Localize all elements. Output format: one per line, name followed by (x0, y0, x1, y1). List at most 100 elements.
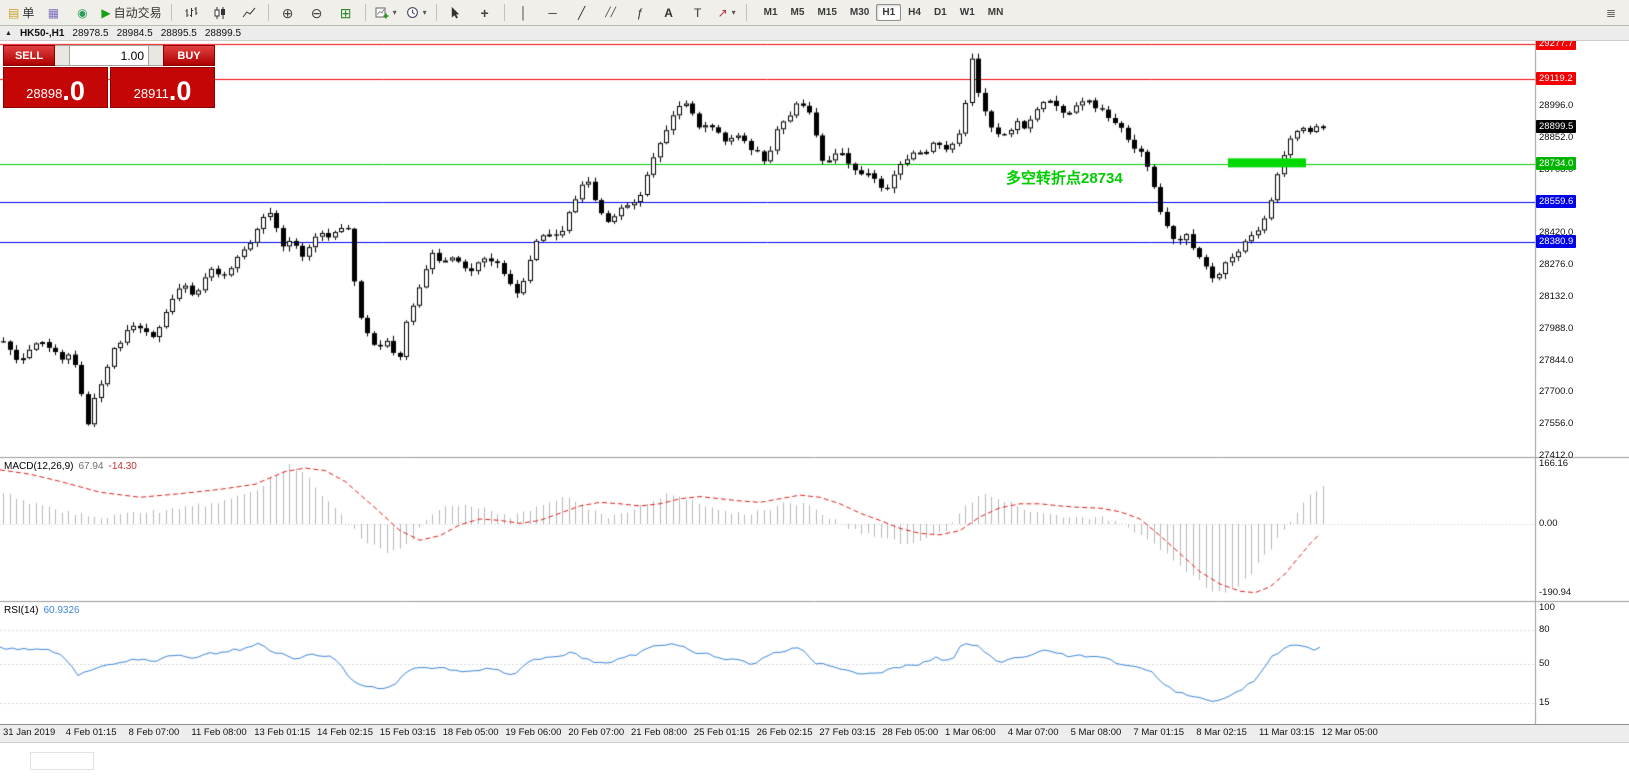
timeframe-button-m30[interactable]: M30 (849, 7, 870, 18)
timeframe-button-d1[interactable]: D1 (933, 7, 947, 18)
timeframe-button-h4[interactable]: H4 (908, 7, 921, 18)
channel-tool-button[interactable]: ╱╱ (597, 2, 625, 24)
fibonacci-tool-button[interactable]: ƒ (626, 2, 654, 24)
buy-button[interactable]: BUY (163, 45, 215, 66)
cursor-icon (451, 6, 460, 19)
top-toolbar: ▤ 单 ▦ ◉ ▶ 自动交易 ⊕ ⊖ ⊞ (0, 0, 1629, 26)
timeframe-button-m15[interactable]: M15 (817, 7, 837, 18)
new-order-button[interactable]: ▤ 单 (4, 2, 38, 24)
macd-main-value: 67.94 (78, 461, 104, 472)
one-click-trading-panel: SELL BUY 28898 .0 28911 .0 (3, 45, 215, 108)
auto-trading-button[interactable]: ▶ 自动交易 (97, 2, 165, 24)
text-tool-button[interactable]: A (655, 2, 683, 24)
new-order-label: 单 (22, 6, 35, 20)
fibonacci-icon: ƒ (636, 5, 643, 20)
arrows-tool-button[interactable]: ↗ ▾ (713, 2, 741, 24)
status-strip (0, 742, 1629, 779)
timeframe-button-h1[interactable]: H1 (876, 4, 902, 21)
timeframe-button-m5[interactable]: M5 (790, 7, 805, 18)
dropdown-icon: ▾ (422, 8, 427, 17)
date-axis[interactable] (0, 724, 1629, 742)
periods-button[interactable]: ▾ (402, 2, 431, 24)
bar-chart-icon (185, 6, 198, 17)
new-chart-icon (375, 7, 389, 19)
arrow-tool-icon: ↗ (717, 5, 728, 20)
toolbar-right-button[interactable]: ≣ (1597, 2, 1625, 24)
chart-annotation: 多空转折点28734 (1006, 170, 1123, 187)
zoom-in-icon: ⊕ (281, 4, 294, 21)
expert-advisors-icon: ▦ (47, 5, 60, 20)
zoom-out-icon: ⊖ (310, 4, 323, 21)
channel-icon: ╱╱ (605, 7, 617, 17)
volume-down-button[interactable] (55, 45, 69, 66)
zoom-in-button[interactable]: ⊕ (274, 2, 302, 24)
chart-caption: ▲ HK50-,H1 28978.5 28984.5 28895.5 28899… (0, 26, 1629, 41)
trendline-icon: ╱ (578, 5, 586, 20)
sell-button[interactable]: SELL (3, 45, 55, 66)
timeframe-button-m1[interactable]: M1 (763, 7, 778, 18)
ohlc-low: 28895.5 (160, 27, 197, 39)
toolbar-separator (435, 4, 437, 21)
vertical-line-tool-button[interactable]: │ (510, 2, 538, 24)
line-chart-icon (242, 7, 255, 17)
volume-input[interactable] (69, 45, 149, 66)
buy-price-tile[interactable]: 28911 .0 (110, 67, 215, 108)
new-chart-button[interactable]: ▾ (371, 2, 401, 24)
rsi-value: 60.9326 (43, 605, 80, 616)
text-icon: A (664, 5, 673, 20)
rsi-label: RSI(14) 60.9326 (4, 605, 80, 616)
bar-chart-mode-button[interactable] (177, 2, 205, 24)
ohlc-open: 28978.5 (72, 27, 109, 39)
dropdown-icon: ▾ (392, 8, 397, 17)
buy-price-pips: .0 (168, 76, 192, 107)
auto-trading-label: 自动交易 (113, 6, 162, 20)
timeframes-group: M1 M5 M15 M30 H1 H4 D1 W1 MN (758, 4, 1010, 21)
navigator-icon: ◉ (77, 5, 88, 20)
clock-icon (406, 7, 418, 18)
toolbar-separator (364, 4, 366, 21)
cursor-tool-button[interactable] (442, 2, 470, 24)
candlestick-mode-button[interactable] (206, 2, 234, 24)
macd-name: MACD(12,26,9) (4, 461, 74, 472)
expert-advisors-button[interactable]: ▦ (39, 2, 67, 24)
sell-price-tile[interactable]: 28898 .0 (3, 67, 108, 108)
macd-signal-value: -14.30 (108, 461, 137, 472)
navigator-button[interactable]: ◉ (68, 2, 96, 24)
symbol-period: HK50-,H1 (19, 27, 65, 39)
dropdown-icon: ▾ (731, 8, 736, 17)
rsi-name: RSI(14) (4, 605, 39, 616)
horizontal-line-icon: ─ (548, 5, 557, 20)
toolbar-separator (267, 4, 269, 21)
toolbar-separator (745, 4, 747, 21)
auto-trading-play-icon: ▶ (101, 5, 111, 20)
trendline-tool-button[interactable]: ╱ (568, 2, 596, 24)
crosshair-icon: + (480, 4, 489, 21)
zoom-out-button[interactable]: ⊖ (303, 2, 331, 24)
timeframe-button-w1[interactable]: W1 (959, 7, 975, 18)
label-tool-button[interactable]: T (684, 2, 712, 24)
collapse-icon: ▲ (5, 29, 12, 37)
new-order-icon: ▤ (8, 5, 20, 20)
sell-price-main: 28898 (26, 86, 63, 101)
horizontal-line-tool-button[interactable]: ─ (539, 2, 567, 24)
line-chart-mode-button[interactable] (235, 2, 263, 24)
text-label-icon: T (693, 5, 702, 20)
tile-windows-button[interactable]: ⊞ (332, 2, 360, 24)
ohlc-high: 28984.5 (116, 27, 153, 39)
timeframe-button-mn[interactable]: MN (987, 7, 1004, 18)
vertical-line-icon: │ (519, 5, 528, 20)
tile-windows-icon: ⊞ (339, 4, 352, 21)
sell-price-pips: .0 (62, 76, 85, 107)
buy-price-main: 28911 (133, 86, 169, 101)
bottom-left-box (30, 752, 94, 770)
toolbar-separator (503, 4, 505, 21)
candlestick-icon (214, 6, 225, 19)
macd-label: MACD(12,26,9) 67.94 -14.30 (4, 461, 137, 472)
toolbar-separator (170, 4, 172, 21)
crosshair-tool-button[interactable]: + (471, 2, 499, 24)
panel-list-icon: ≣ (1605, 5, 1617, 20)
ohlc-close: 28899.5 (204, 27, 242, 39)
volume-up-button[interactable] (149, 45, 163, 66)
